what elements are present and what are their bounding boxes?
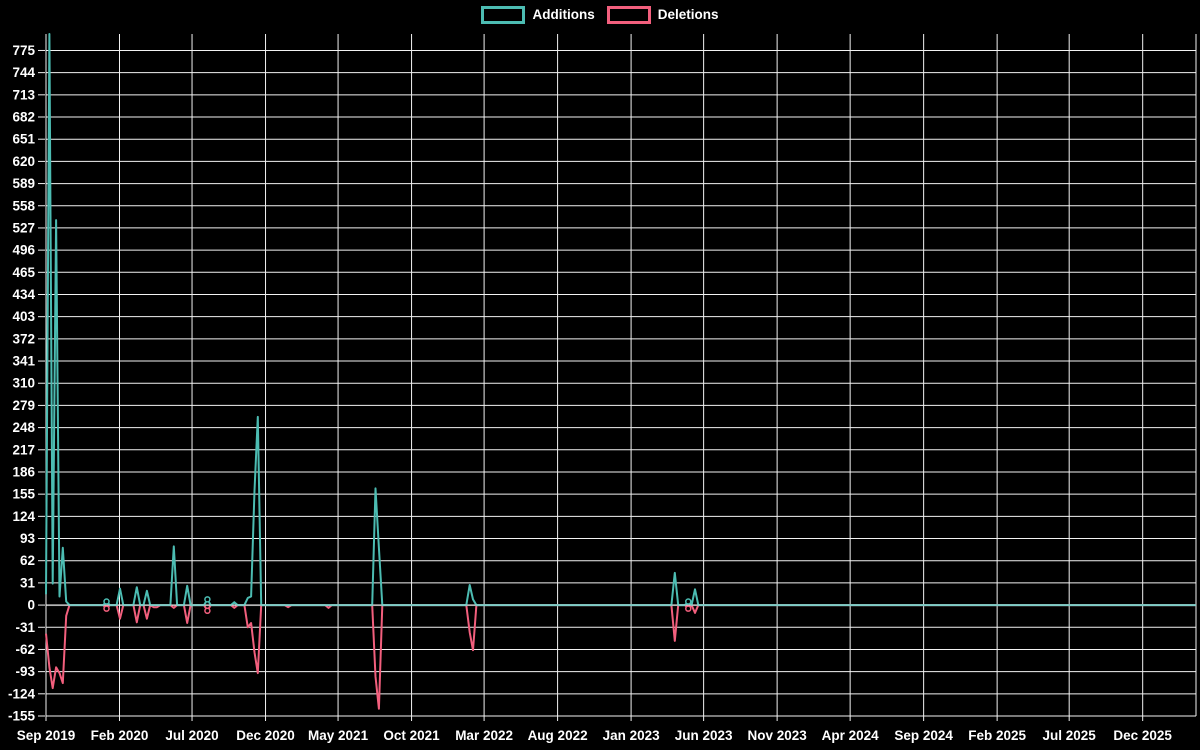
- y-tick-label: -155: [8, 709, 36, 724]
- additions-line: [45, 33, 1196, 607]
- y-tick-label: 682: [12, 110, 35, 125]
- y-tick-label: 31: [20, 575, 36, 590]
- y-tick-label: 744: [12, 65, 35, 80]
- y-tick-label: -124: [8, 686, 36, 701]
- x-tick-label: Jan 2023: [603, 728, 661, 743]
- x-tick-label: Jul 2025: [1043, 728, 1097, 743]
- x-tick-label: Feb 2020: [91, 728, 149, 743]
- legend-label-additions: Additions: [532, 7, 595, 22]
- y-tick-label: 248: [12, 420, 35, 435]
- y-tick-label: -62: [15, 642, 35, 657]
- y-tick-label: 775: [12, 43, 35, 58]
- legend-item-deletions[interactable]: Deletions: [606, 6, 719, 24]
- additions-swatch-icon: [481, 6, 526, 24]
- x-tick-label: Sep 2019: [17, 728, 76, 743]
- y-tick-label: 465: [12, 265, 35, 280]
- x-tick-label: Aug 2022: [528, 728, 588, 743]
- y-tick-label: -93: [15, 664, 35, 679]
- x-tick-label: Feb 2025: [968, 728, 1026, 743]
- legend-item-additions[interactable]: Additions: [481, 6, 595, 24]
- y-tick-label: 186: [12, 464, 35, 479]
- y-tick-label: -31: [15, 620, 35, 635]
- y-tick-label: 279: [12, 398, 35, 413]
- y-tick-label: 93: [20, 531, 36, 546]
- x-tick-label: Dec 2020: [236, 728, 295, 743]
- y-tick-label: 558: [12, 198, 35, 213]
- legend-label-deletions: Deletions: [657, 7, 719, 22]
- y-tick-label: 155: [12, 487, 35, 502]
- y-tick-label: 527: [12, 220, 35, 235]
- y-tick-label: 62: [20, 553, 35, 568]
- y-tick-label: 341: [12, 354, 35, 369]
- y-tick-label: 217: [12, 442, 35, 457]
- x-tick-label: Mar 2022: [455, 728, 513, 743]
- deletions-point-marker: [204, 607, 211, 615]
- deletions-point-marker: [103, 605, 110, 612]
- y-tick-label: 589: [12, 176, 35, 191]
- legend: Additions Deletions: [0, 6, 1200, 24]
- y-tick-label: 403: [12, 309, 35, 324]
- x-tick-label: Apr 2024: [822, 728, 880, 743]
- deletions-point-marker: [685, 605, 692, 612]
- x-tick-label: May 2021: [308, 728, 369, 743]
- x-tick-label: Jun 2023: [675, 728, 733, 743]
- y-tick-label: 124: [12, 509, 35, 524]
- y-tick-label: 620: [12, 154, 35, 169]
- y-tick-label: 651: [12, 132, 35, 147]
- y-tick-label: 434: [12, 287, 35, 302]
- x-tick-label: Oct 2021: [383, 728, 440, 743]
- deletions-swatch-icon: [606, 6, 651, 24]
- additions-point-marker: [685, 598, 692, 605]
- x-tick-label: Sep 2024: [894, 728, 953, 743]
- x-tick-label: Dec 2025: [1113, 728, 1172, 743]
- additions-point-marker: [103, 598, 110, 605]
- x-tick-label: Nov 2023: [747, 728, 807, 743]
- y-tick-label: 310: [12, 376, 35, 391]
- y-tick-label: 0: [27, 598, 35, 613]
- y-tick-label: 372: [12, 331, 35, 346]
- deletions-line: [45, 604, 1196, 710]
- additions-point-marker: [204, 596, 211, 603]
- x-tick-label: Jul 2020: [165, 728, 218, 743]
- y-tick-label: 496: [12, 243, 35, 258]
- y-tick-label: 713: [12, 87, 35, 102]
